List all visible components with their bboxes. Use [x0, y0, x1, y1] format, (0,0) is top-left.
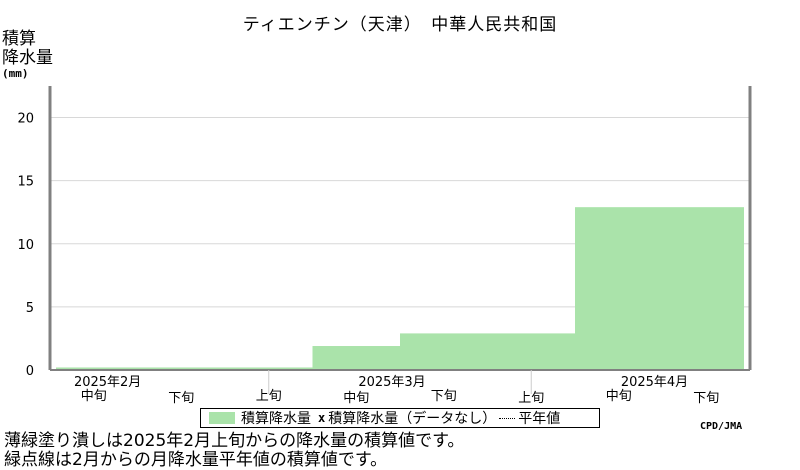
- credit-text: CPD/JMA: [700, 421, 743, 432]
- x-tick-label: 下旬: [431, 389, 457, 404]
- footnote-1: 薄緑塗り潰しは2025年2月上旬からの降水量の積算値です。: [4, 431, 465, 451]
- chart-title: ティエンチン（天津） 中華人民共和国: [242, 15, 558, 35]
- footnote-2: 緑点線は2月からの月降水量平年値の積算値です。: [4, 450, 388, 470]
- data-bar: [225, 367, 313, 370]
- data-bar: [137, 367, 225, 370]
- y-tick-label: 5: [26, 301, 34, 316]
- legend: 積算降水量 x 積算降水量（データなし） 平年値: [200, 408, 600, 428]
- data-bar: [56, 367, 138, 370]
- x-month-label: 2025年3月: [358, 375, 425, 390]
- data-bar: [662, 207, 744, 370]
- x-month-label: 2025年2月: [74, 375, 141, 390]
- legend-marker-missing: x: [318, 411, 326, 425]
- x-month-label: 2025年4月: [621, 375, 688, 390]
- legend-label-normal: 平年値: [518, 411, 561, 427]
- data-bar: [575, 207, 663, 370]
- x-tick-label: 下旬: [168, 391, 194, 406]
- x-tick-label: 中旬: [343, 391, 369, 406]
- y-tick-label: 0: [26, 364, 34, 379]
- data-bar: [312, 346, 400, 370]
- legend-swatch-bar: [209, 412, 235, 424]
- x-tick-label: 上旬: [256, 389, 282, 404]
- legend-label-bar: 積算降水量: [241, 411, 311, 427]
- x-tick-label: 中旬: [81, 389, 107, 404]
- legend-label-missing: 積算降水量（データなし）: [328, 411, 497, 427]
- data-bar: [487, 333, 575, 370]
- x-tick-label: 上旬: [518, 391, 544, 406]
- y-tick-label: 20: [17, 112, 34, 127]
- y-axis-label: 積算 降水量: [2, 30, 53, 68]
- y-tick-label: 15: [17, 175, 34, 190]
- x-tick-label: 中旬: [606, 389, 632, 404]
- data-bar: [400, 333, 488, 370]
- y-axis-label-line2: 降水量: [2, 48, 53, 68]
- x-tick-label: 下旬: [693, 391, 719, 406]
- y-axis-label-line1: 積算: [2, 29, 36, 49]
- legend-line-normal: [499, 417, 516, 419]
- y-axis-unit: (mm): [2, 67, 29, 80]
- y-tick-label: 10: [17, 238, 34, 253]
